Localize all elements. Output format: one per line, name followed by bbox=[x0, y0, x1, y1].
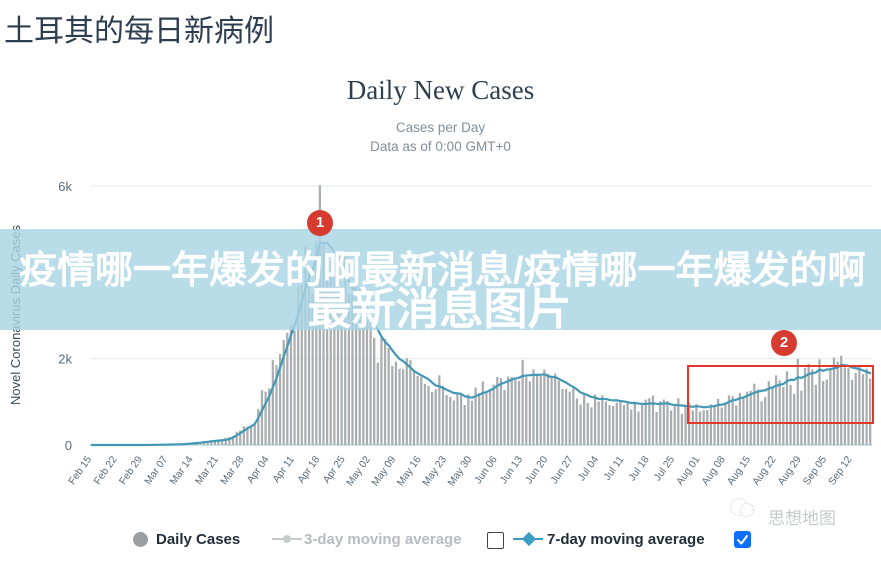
svg-text:Aug 22: Aug 22 bbox=[751, 454, 779, 487]
svg-text:Aug 29: Aug 29 bbox=[776, 454, 804, 487]
svg-text:Apr 25: Apr 25 bbox=[321, 454, 348, 485]
svg-text:May 30: May 30 bbox=[446, 454, 475, 488]
svg-text:Aug 01: Aug 01 bbox=[675, 454, 703, 487]
svg-text:2k: 2k bbox=[58, 352, 72, 367]
svg-text:Sep 12: Sep 12 bbox=[827, 454, 855, 487]
svg-text:6k: 6k bbox=[58, 179, 72, 194]
svg-text:Jul 11: Jul 11 bbox=[602, 454, 626, 482]
svg-text:0: 0 bbox=[65, 438, 72, 453]
svg-text:Feb 29: Feb 29 bbox=[118, 454, 146, 487]
svg-text:Jun 06: Jun 06 bbox=[473, 454, 500, 486]
svg-text:Mar 07: Mar 07 bbox=[143, 454, 171, 487]
svg-text:Jul 04: Jul 04 bbox=[576, 454, 601, 483]
svg-text:Feb 15: Feb 15 bbox=[67, 454, 95, 487]
svg-text:Mar 21: Mar 21 bbox=[194, 454, 222, 487]
svg-text:Feb 22: Feb 22 bbox=[92, 454, 120, 487]
svg-text:Aug 08: Aug 08 bbox=[700, 454, 728, 487]
svg-text:Sep 05: Sep 05 bbox=[801, 454, 829, 487]
svg-text:May 16: May 16 bbox=[395, 454, 424, 488]
svg-text:Jul 25: Jul 25 bbox=[652, 454, 677, 483]
svg-text:Apr 18: Apr 18 bbox=[296, 454, 323, 485]
svg-text:May 02: May 02 bbox=[345, 454, 374, 488]
svg-text:Mar 28: Mar 28 bbox=[219, 454, 247, 487]
svg-text:Apr 04: Apr 04 bbox=[245, 454, 272, 485]
svg-text:May 09: May 09 bbox=[370, 454, 399, 488]
svg-text:May 23: May 23 bbox=[421, 454, 450, 488]
svg-text:Jul 18: Jul 18 bbox=[627, 454, 652, 483]
svg-text:Apr 11: Apr 11 bbox=[271, 454, 297, 485]
svg-text:Jun 20: Jun 20 bbox=[524, 454, 551, 486]
svg-text:Jun 27: Jun 27 bbox=[549, 454, 576, 486]
svg-text:Aug 15: Aug 15 bbox=[725, 454, 753, 487]
svg-text:Mar 14: Mar 14 bbox=[168, 454, 196, 487]
svg-text:Jun 13: Jun 13 bbox=[498, 454, 525, 486]
